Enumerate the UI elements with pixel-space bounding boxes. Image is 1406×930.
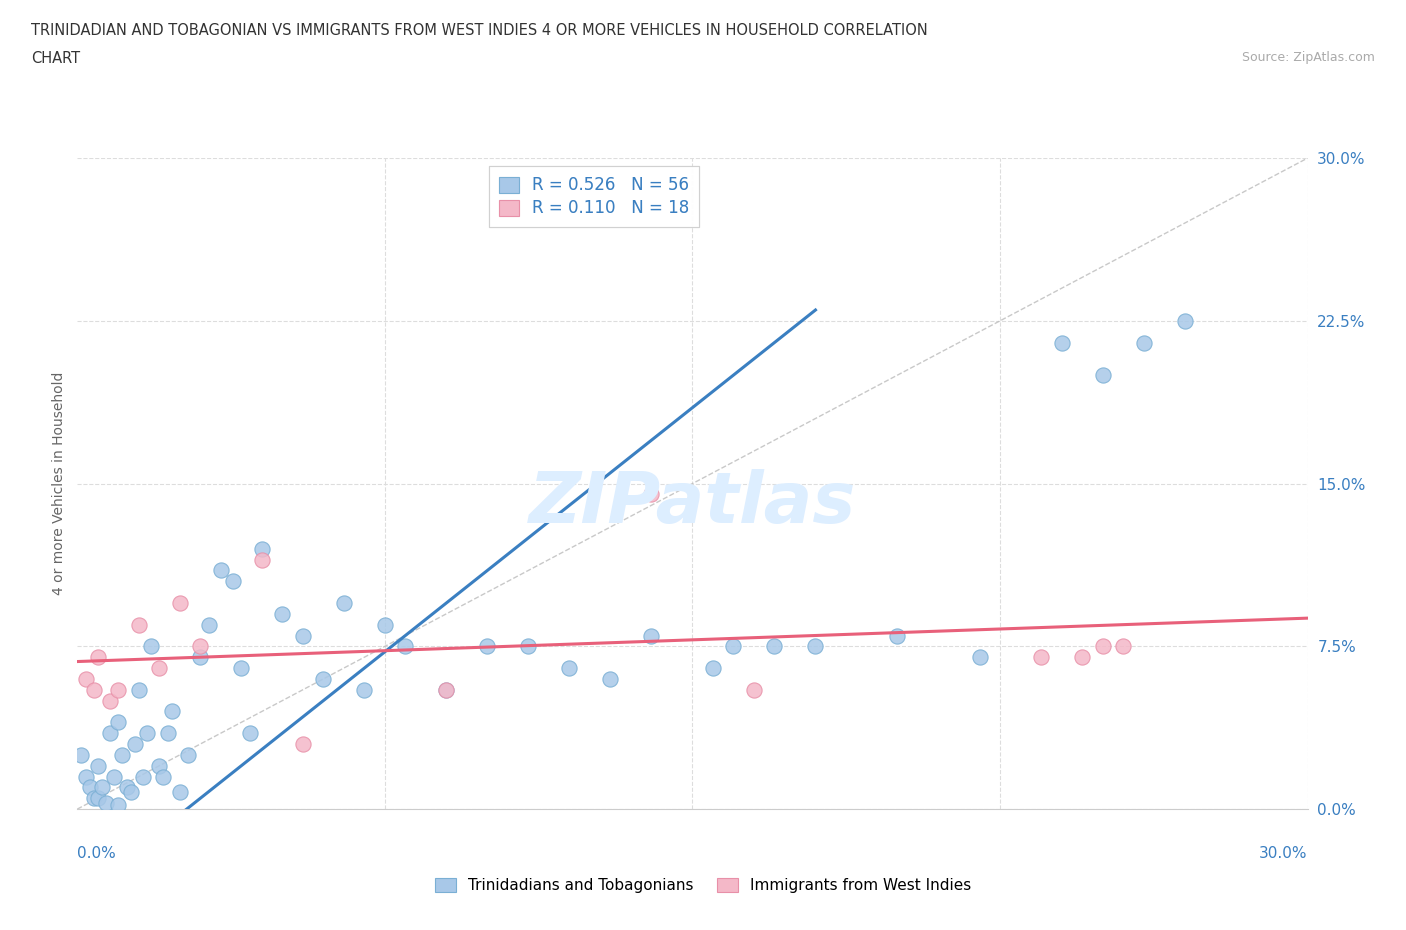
Point [128,618,150,632]
Point [103,769,125,784]
Point [107,683,129,698]
Point [141,639,163,654]
Point [1091,367,1114,382]
Point [75,769,97,784]
Point [177,748,200,763]
Point [312,671,335,686]
Point [136,725,159,740]
Point [107,797,129,812]
Point [271,606,294,621]
Point [1029,650,1052,665]
Point [1174,313,1197,328]
Point [394,639,416,654]
Point [148,660,170,675]
Point [291,628,314,643]
Point [148,758,170,773]
Legend: R = 0.526   N = 56, R = 0.110   N = 18: R = 0.526 N = 56, R = 0.110 N = 18 [489,166,699,228]
Point [188,639,212,654]
Point [558,660,581,675]
Point [723,639,745,654]
Text: TRINIDADIAN AND TOBAGONIAN VS IMMIGRANTS FROM WEST INDIES 4 OR MORE VEHICLES IN : TRINIDADIAN AND TOBAGONIAN VS IMMIGRANTS… [31,23,928,38]
Point [291,737,314,751]
Point [517,639,540,654]
Point [75,671,97,686]
Point [742,683,765,698]
Point [1091,639,1114,654]
Point [83,683,105,698]
Legend: Trinidadians and Tobagonians, Immigrants from West Indies: Trinidadians and Tobagonians, Immigrants… [429,871,977,899]
Point [169,595,191,610]
Text: Source: ZipAtlas.com: Source: ZipAtlas.com [1241,51,1375,64]
Point [353,683,375,698]
Point [239,725,262,740]
Point [83,790,105,805]
Point [98,725,121,740]
Point [804,639,827,654]
Y-axis label: 4 or more Vehicles in Household: 4 or more Vehicles in Household [52,372,66,595]
Point [87,790,110,805]
Point [132,769,155,784]
Point [107,715,129,730]
Point [250,552,273,567]
Text: ZIPatlas: ZIPatlas [529,469,856,538]
Point [197,618,219,632]
Point [222,574,245,589]
Text: 30.0%: 30.0% [1260,846,1308,861]
Point [209,563,232,578]
Point [152,769,174,784]
Point [160,704,183,719]
Point [374,618,396,632]
Point [169,784,191,799]
Point [1132,335,1154,350]
Text: CHART: CHART [31,51,80,66]
Point [599,671,621,686]
Point [87,758,110,773]
Point [98,693,121,708]
Point [969,650,991,665]
Point [1112,639,1135,654]
Text: 0.0%: 0.0% [77,846,117,861]
Point [188,650,212,665]
Point [886,628,908,643]
Point [763,639,786,654]
Point [124,737,146,751]
Point [111,748,134,763]
Point [87,650,110,665]
Point [120,784,142,799]
Point [250,541,273,556]
Point [640,628,662,643]
Point [231,660,253,675]
Point [79,780,101,795]
Point [702,660,724,675]
Point [90,780,114,795]
Point [70,748,93,763]
Point [436,683,458,698]
Point [156,725,179,740]
Point [94,795,117,810]
Point [477,639,499,654]
Point [128,683,150,698]
Point [436,683,458,698]
Point [1050,335,1073,350]
Point [1071,650,1094,665]
Point [640,487,662,502]
Point [333,595,356,610]
Point [115,780,138,795]
